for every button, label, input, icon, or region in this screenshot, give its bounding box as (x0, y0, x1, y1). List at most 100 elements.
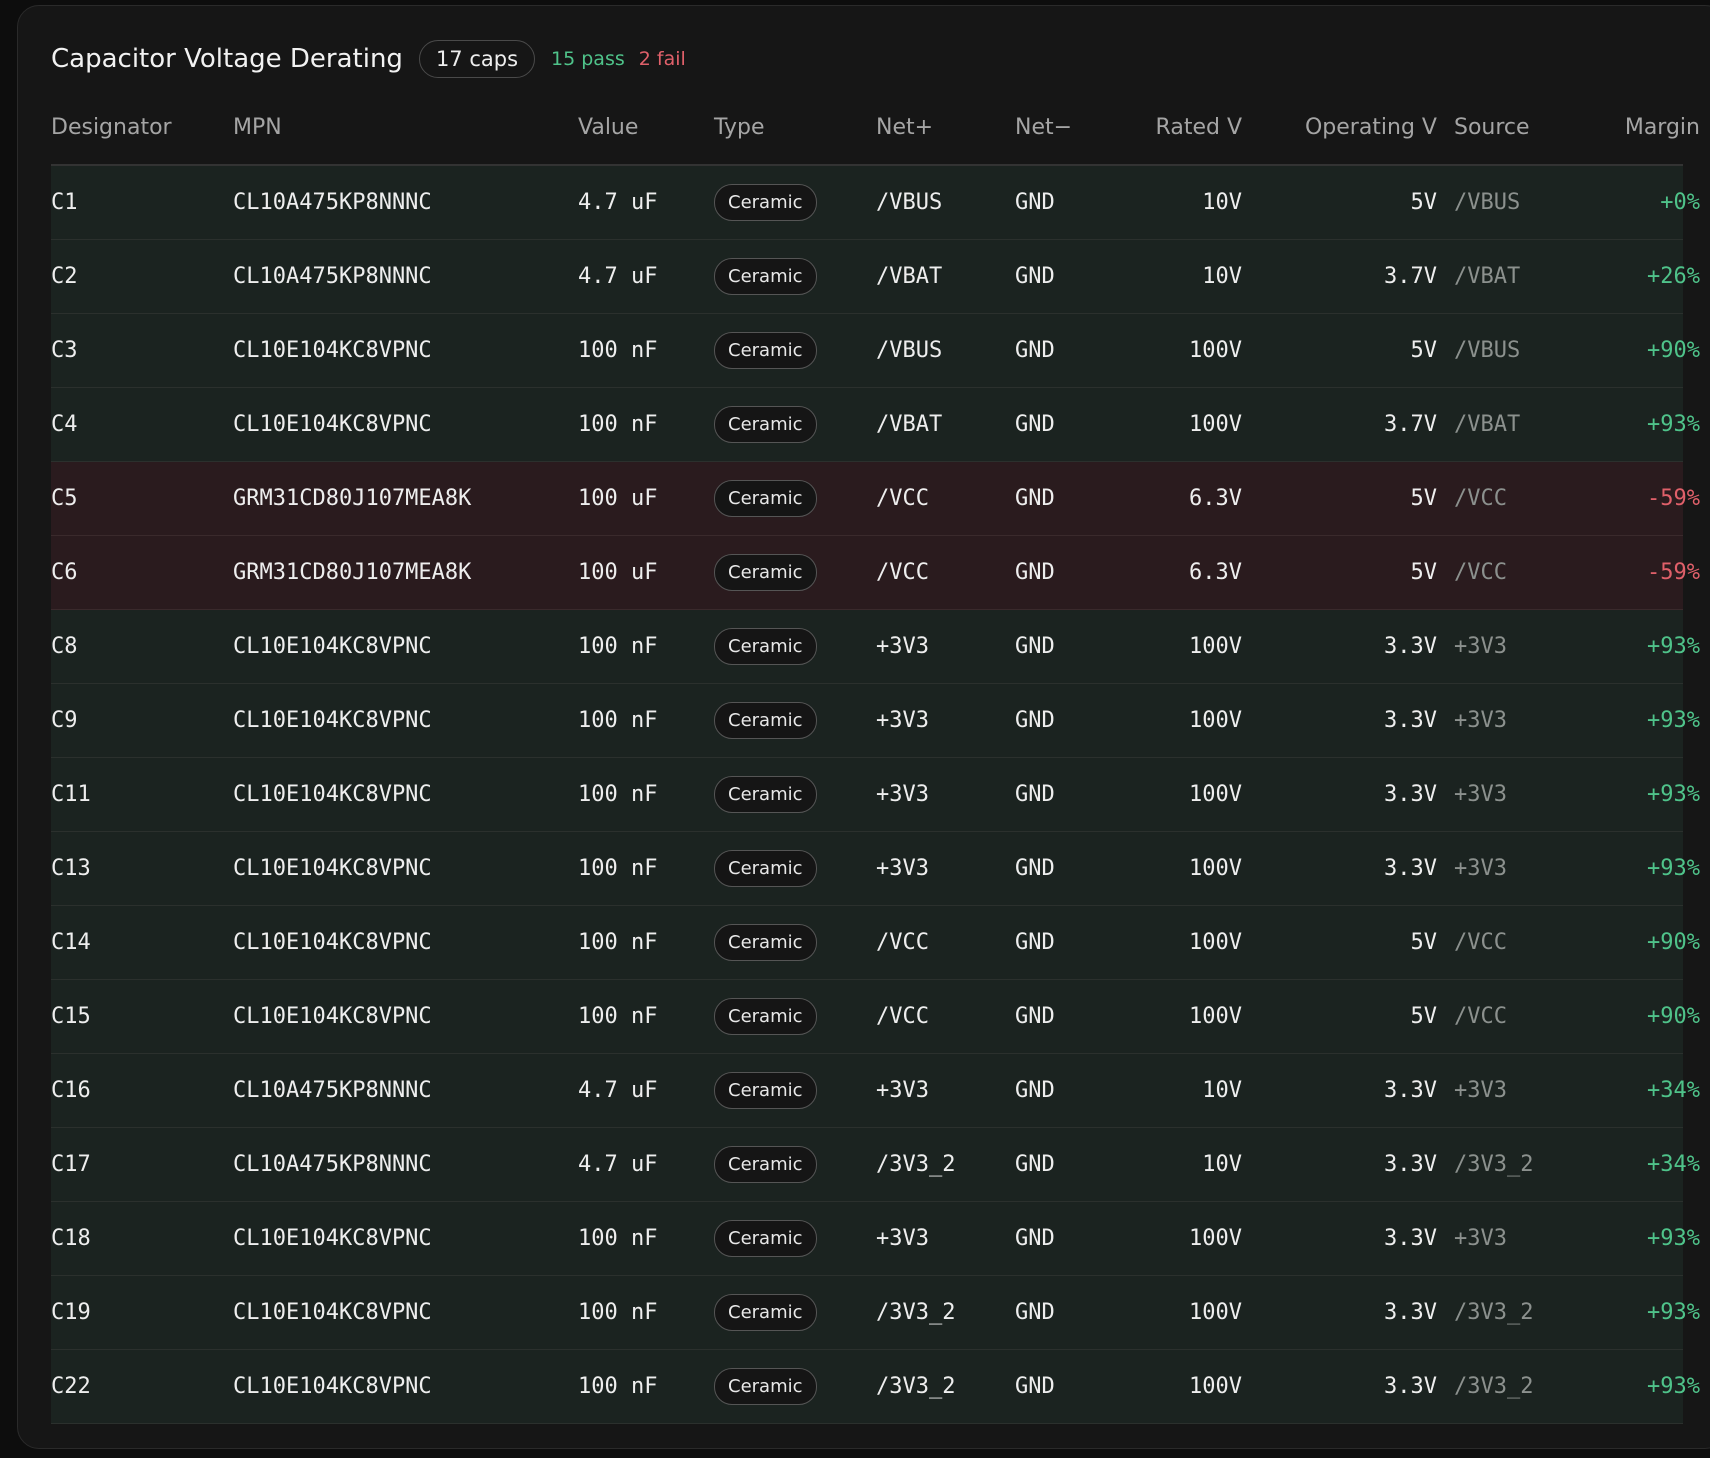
designator-cell: C22 (51, 1374, 91, 1399)
card-header: Capacitor Voltage Derating 17 caps 15 pa… (51, 39, 686, 79)
source-cell: /VCC (1454, 930, 1507, 955)
operating-v-cell: 5V (1410, 486, 1438, 511)
type-cell: Ceramic (714, 610, 854, 683)
type-pill: Ceramic (714, 1146, 817, 1183)
type-pill: Ceramic (714, 1072, 817, 1109)
rated-v-cell: 100V (1189, 1374, 1242, 1399)
margin-cell: +90% (1647, 1004, 1700, 1029)
source-cell: +3V3 (1454, 634, 1507, 659)
table-row: C9 CL10E104KC8VPNC 100 nF Ceramic +3V3 GND 100… (51, 684, 1700, 758)
margin-cell: +90% (1647, 930, 1700, 955)
source-cell: /3V3_2 (1454, 1152, 1534, 1177)
type-pill: Ceramic (714, 406, 817, 443)
operating-v-cell: 5V (1410, 1004, 1438, 1029)
column-header: Source (1454, 114, 1530, 140)
margin-cell: +26% (1647, 264, 1700, 289)
type-cell: Ceramic (714, 980, 854, 1053)
type-cell: Ceramic (714, 388, 854, 461)
table-row: C4 CL10E104KC8VPNC 100 nF Ceramic/VBAT GND 10… (51, 388, 1700, 462)
type-cell: Ceramic (714, 832, 854, 905)
net-plus-cell: /VBAT (876, 412, 943, 437)
designator-cell: C1 (51, 190, 78, 215)
mpn-cell: CL10E104KC8VPNC (233, 782, 432, 807)
margin-cell: -59% (1647, 486, 1700, 511)
table-row: C2 CL10A475KP8NNNC 4.7 uF Ceramic/VBAT GND 10… (51, 240, 1700, 314)
net-minus-cell: GND (1015, 782, 1055, 807)
net-plus-cell: /VCC (876, 560, 929, 585)
designator-cell: C5 (51, 486, 78, 511)
type-pill: Ceramic (714, 258, 817, 295)
rated-v-cell: 100V (1189, 782, 1242, 807)
mpn-cell: CL10E104KC8VPNC (233, 338, 432, 363)
type-pill: Ceramic (714, 554, 817, 591)
designator-cell: C8 (51, 634, 78, 659)
net-plus-cell: /VCC (876, 486, 929, 511)
margin-cell: +93% (1647, 1226, 1700, 1251)
operating-v-cell: 5V (1410, 560, 1438, 585)
value-cell: 100 nF (578, 338, 658, 363)
mpn-cell: CL10A475KP8NNNC (233, 1078, 432, 1103)
mpn-cell: CL10E104KC8VPNC (233, 412, 432, 437)
designator-cell: C6 (51, 560, 78, 585)
designator-cell: C4 (51, 412, 78, 437)
rated-v-cell: 100V (1189, 1300, 1242, 1325)
rated-v-cell: 100V (1189, 1004, 1242, 1029)
type-cell: Ceramic (714, 906, 854, 979)
net-plus-cell: +3V3 (876, 1226, 929, 1251)
mpn-cell: CL10E104KC8VPNC (233, 708, 432, 733)
column-header: Designator (51, 114, 172, 140)
source-cell: /VCC (1454, 1004, 1507, 1029)
type-pill: Ceramic (714, 628, 817, 665)
table-row: C17 CL10A475KP8NNNC 4.7 uF Ceramic/3V3_2 GND… (51, 1128, 1700, 1202)
type-cell: Ceramic (714, 1276, 854, 1349)
count-badge: 17 caps (418, 40, 536, 78)
mpn-cell: GRM31CD80J107MEA8K (233, 560, 472, 585)
net-plus-cell: +3V3 (876, 708, 929, 733)
net-minus-cell: GND (1015, 1152, 1055, 1177)
source-cell: /VBAT (1454, 412, 1521, 437)
operating-v-cell: 3.3V (1384, 1226, 1437, 1251)
operating-v-cell: 3.3V (1384, 1078, 1437, 1103)
value-cell: 100 nF (578, 930, 658, 955)
margin-cell: +34% (1647, 1078, 1700, 1103)
rated-v-cell: 100V (1189, 338, 1242, 363)
type-cell: Ceramic (714, 536, 854, 609)
margin-cell: +93% (1647, 856, 1700, 881)
value-cell: 100 nF (578, 856, 658, 881)
card-title: Capacitor Voltage Derating (51, 44, 403, 74)
rated-v-cell: 100V (1189, 634, 1242, 659)
source-cell: +3V3 (1454, 1226, 1507, 1251)
margin-cell: +93% (1647, 708, 1700, 733)
table-row: C13 CL10E104KC8VPNC 100 nF Ceramic +3V3 GND 10… (51, 832, 1700, 906)
net-plus-cell: /VCC (876, 1004, 929, 1029)
operating-v-cell: 3.3V (1384, 634, 1437, 659)
value-cell: 4.7 uF (578, 1152, 658, 1177)
type-cell: Ceramic (714, 240, 854, 313)
operating-v-cell: 3.3V (1384, 782, 1437, 807)
net-minus-cell: GND (1015, 856, 1055, 881)
mpn-cell: CL10E104KC8VPNC (233, 930, 432, 955)
mpn-cell: CL10A475KP8NNNC (233, 190, 432, 215)
net-minus-cell: GND (1015, 338, 1055, 363)
type-cell: Ceramic (714, 1350, 854, 1423)
designator-cell: C9 (51, 708, 78, 733)
type-pill: Ceramic (714, 184, 817, 221)
value-cell: 100 uF (578, 486, 658, 511)
net-minus-cell: GND (1015, 264, 1055, 289)
source-cell: /VBUS (1454, 190, 1521, 215)
net-plus-cell: /VCC (876, 930, 929, 955)
column-header: Operating V (1304, 114, 1437, 140)
type-cell: Ceramic (714, 1128, 854, 1201)
net-plus-cell: /VBUS (876, 190, 943, 215)
margin-cell: +93% (1647, 634, 1700, 659)
margin-cell: +0% (1660, 190, 1700, 215)
rated-v-cell: 100V (1189, 412, 1242, 437)
source-cell: /VBUS (1454, 338, 1521, 363)
source-cell: /VCC (1454, 486, 1507, 511)
net-minus-cell: GND (1015, 412, 1055, 437)
type-pill: Ceramic (714, 332, 817, 369)
column-header: Net− (1015, 114, 1073, 140)
margin-cell: +34% (1647, 1152, 1700, 1177)
value-cell: 4.7 uF (578, 1078, 658, 1103)
